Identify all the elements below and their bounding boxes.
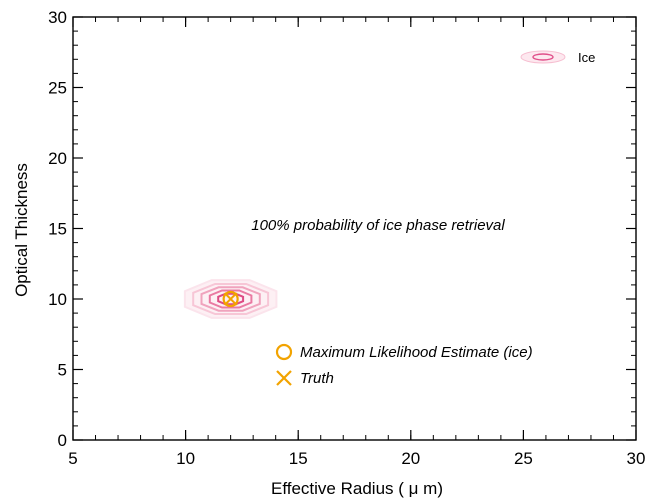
x-tick-label: 15 — [289, 449, 308, 468]
contour-level-5 — [217, 292, 245, 306]
legend-mle-label: Maximum Likelihood Estimate (ice) — [300, 344, 533, 361]
legend: Maximum Likelihood Estimate (ice) Truth — [275, 343, 533, 387]
contour-level-3 — [200, 286, 261, 312]
y-tick-label: 0 — [58, 431, 67, 450]
legend-mle-marker — [275, 343, 293, 361]
x-tick-label: 30 — [627, 449, 646, 468]
estimate-markers — [222, 290, 239, 308]
contour-level-4 — [208, 289, 253, 309]
y-tick-label: 30 — [48, 8, 67, 27]
truth-marker — [223, 292, 238, 306]
annotation-text: 100% probability of ice phase retrieval — [251, 217, 505, 234]
x-axis-title: Effective Radius ( μ m) — [271, 479, 443, 498]
x-tick-label: 20 — [401, 449, 420, 468]
x-tick-label: 25 — [514, 449, 533, 468]
ice-key-swatch-inner — [532, 53, 554, 61]
ice-key: Ice — [520, 50, 595, 65]
legend-truth-label: Truth — [300, 370, 334, 387]
contour-level-2 — [192, 283, 270, 315]
y-tick-label: 25 — [48, 79, 67, 98]
legend-truth-marker — [276, 370, 292, 386]
y-tick-label: 5 — [58, 361, 67, 380]
y-tick-label: 20 — [48, 149, 67, 168]
ice-key-swatch-outer — [520, 50, 566, 64]
ice-key-label: Ice — [578, 50, 595, 65]
x-tick-label: 5 — [68, 449, 77, 468]
x-tick-label: 10 — [176, 449, 195, 468]
y-axis-title: Optical Thickness — [12, 163, 31, 297]
y-tick-label: 15 — [48, 220, 67, 239]
y-tick-label: 10 — [48, 290, 67, 309]
mle-marker — [222, 290, 239, 308]
